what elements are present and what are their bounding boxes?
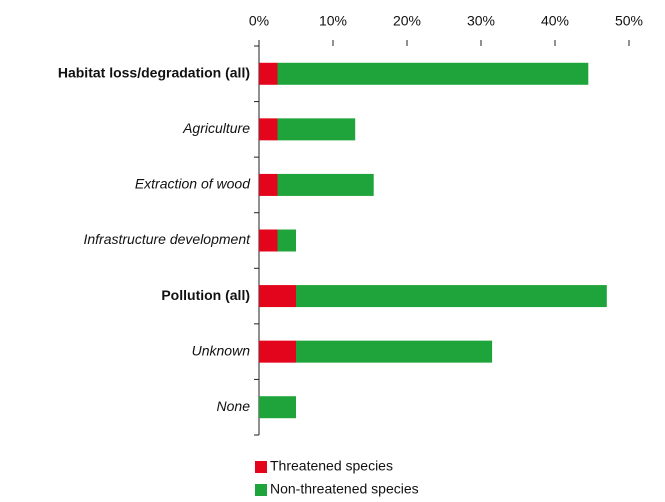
bar-segment	[259, 62, 278, 85]
y-tick-label: Agriculture	[182, 120, 250, 136]
bar-segment	[277, 173, 374, 196]
x-tick-label: 0%	[249, 13, 269, 29]
y-tick-label: Extraction of wood	[135, 176, 251, 192]
bar-segment	[259, 396, 296, 419]
x-tick-label: 50%	[615, 13, 643, 29]
bar-segment	[277, 118, 356, 141]
bar-segment	[259, 229, 278, 252]
bar-segment	[277, 229, 296, 252]
bar-segment	[296, 340, 493, 363]
legend-label: Threatened species	[270, 458, 393, 474]
y-tick-label: Pollution (all)	[161, 287, 250, 303]
y-tick-label: Habitat loss/degradation (all)	[58, 64, 250, 80]
y-tick-label: Infrastructure development	[83, 231, 251, 247]
y-tick-label: Unknown	[192, 342, 251, 358]
bar-segment	[259, 340, 296, 363]
bar-segment	[259, 173, 278, 196]
x-tick-label: 20%	[393, 13, 421, 29]
bar-segment	[277, 62, 589, 85]
x-tick-label: 40%	[541, 13, 569, 29]
x-tick-label: 10%	[319, 13, 347, 29]
legend-label: Non-threatened species	[270, 481, 419, 497]
bar-segment	[259, 118, 278, 141]
legend-swatch	[255, 461, 267, 473]
x-tick-label: 30%	[467, 13, 495, 29]
bar-segment	[259, 285, 296, 308]
y-tick-label: None	[217, 398, 251, 414]
bar-segment	[296, 285, 607, 308]
legend-swatch	[255, 484, 267, 496]
